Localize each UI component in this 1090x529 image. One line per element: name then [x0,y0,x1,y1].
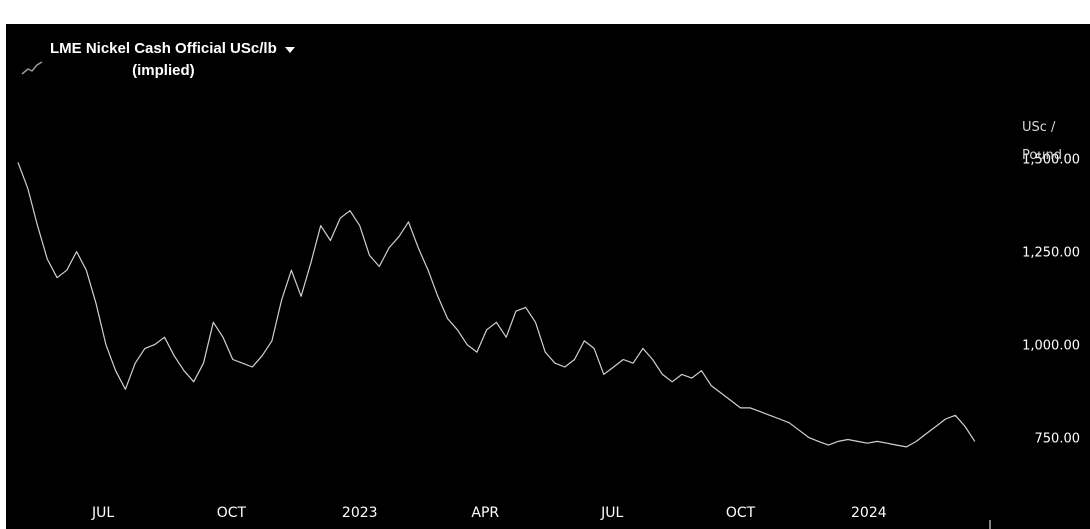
y-axis-unit-line1: USc / [1021,120,1056,135]
legend-title-line1: LME Nickel Cash Official USc/lb [50,40,277,57]
x-tick-label: APR [471,505,499,521]
y-tick-label: 1,250.00 [1022,246,1080,261]
y-tick-label: 1,000.00 [1022,339,1080,354]
legend[interactable]: LME Nickel Cash Official USc/lb (implied… [20,38,295,90]
caret-down-icon[interactable] [284,47,295,53]
y-axis-unit-line2: Pound [1021,148,1062,163]
y-axis-unit-label: USc / Pound [1022,114,1062,170]
x-tick-label: 2023 [342,505,378,521]
y-tick-label: 750.00 [1035,432,1081,447]
series-layer [17,162,976,448]
legend-title: LME Nickel Cash Official USc/lb (implied… [50,38,277,82]
x-tick-label: JUL [600,505,623,521]
chart-plot: 1,500.00 1,250.00 1,000.00 750.00 JUL OCT 202… [17,153,1080,529]
x-axis: JUL OCT 2023 APR JUL OCT 2024 [91,505,991,529]
x-tick-label: 2024 [851,505,887,521]
x-tick-label: OCT [726,505,756,521]
legend-title-line2: (implied) [132,62,195,79]
line-series-icon [21,61,43,75]
x-tick-label: JUL [91,505,114,521]
y-tick-label: 1,500.00 [1022,153,1080,168]
chart-panel: 1,500.00 1,250.00 1,000.00 750.00 JUL OCT 202… [6,24,1090,529]
x-tick-label: OCT [217,505,247,521]
series-line-0 [17,162,976,448]
y-axis: 1,500.00 1,250.00 1,000.00 750.00 [1022,153,1080,447]
